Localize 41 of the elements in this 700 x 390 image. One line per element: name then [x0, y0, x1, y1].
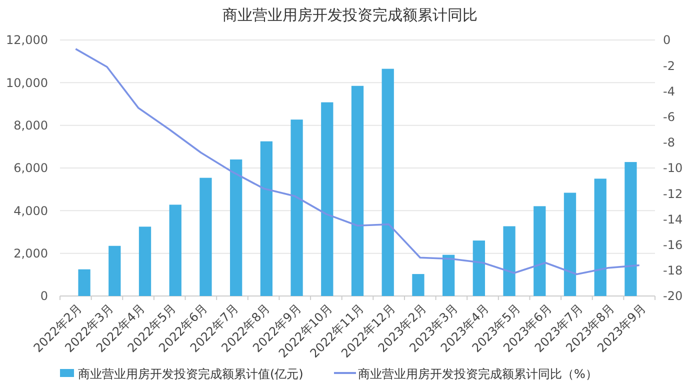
- y2-tick-label: -12: [663, 186, 683, 201]
- y2-tick-label: -4: [663, 84, 675, 98]
- y-tick-label: 0: [40, 289, 48, 304]
- bar: [230, 159, 242, 296]
- bar: [534, 206, 546, 296]
- bar: [594, 178, 606, 296]
- y2-tick-label: -20: [663, 289, 683, 304]
- y2-tick-label: 0: [663, 33, 671, 48]
- bar: [108, 246, 121, 296]
- y-tick-label: 4,000: [14, 204, 48, 218]
- bar: [503, 226, 516, 296]
- y2-tick-label: -10: [663, 161, 683, 176]
- line-series: [74, 48, 640, 276]
- bar: [442, 254, 455, 296]
- bar: [382, 68, 394, 296]
- y2-tick-label: -18: [663, 264, 683, 278]
- bar: [290, 120, 303, 296]
- y2-tick-label: -6: [663, 110, 675, 124]
- y-tick-label: 6,000: [14, 161, 48, 176]
- chart-title: 商业营业用房开发投资完成额累计同比: [222, 6, 478, 24]
- bar: [138, 226, 152, 296]
- y-tick-label: 8,000: [14, 118, 48, 133]
- y2-tick-label: -2: [663, 58, 675, 73]
- bar: [200, 178, 212, 296]
- bar: [624, 162, 637, 296]
- legend-label: 商业营业用房开发投资完成额累计值(亿元): [78, 367, 304, 381]
- y2-tick-label: -16: [663, 238, 683, 252]
- bar: [564, 192, 576, 296]
- bar: [472, 240, 485, 296]
- y2-tick-label: -14: [663, 212, 683, 226]
- legend-label: 商业营业用房开发投资完成额累计同比（%）: [358, 367, 598, 381]
- bar: [260, 141, 272, 296]
- y2-tick-label: -8: [663, 136, 675, 150]
- bar: [169, 204, 182, 296]
- y-tick-label: 2,000: [14, 246, 48, 261]
- y-tick-label: 10,000: [6, 76, 48, 90]
- bar: [78, 269, 90, 296]
- y-tick-label: 12,000: [6, 33, 48, 48]
- bar: [351, 86, 364, 296]
- bar: [412, 274, 424, 296]
- bar: [321, 102, 334, 296]
